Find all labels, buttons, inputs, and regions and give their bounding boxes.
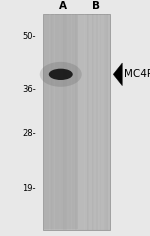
- Bar: [92, 14, 94, 230]
- Bar: [105, 14, 106, 230]
- Bar: [64, 14, 67, 230]
- Ellipse shape: [40, 62, 82, 87]
- Bar: [105, 14, 107, 230]
- Bar: [63, 14, 64, 230]
- Polygon shape: [113, 63, 122, 86]
- Bar: [106, 14, 108, 230]
- Text: MC4R: MC4R: [124, 69, 150, 79]
- Bar: [104, 14, 106, 230]
- Bar: [87, 14, 88, 230]
- Bar: [78, 15, 110, 229]
- Bar: [43, 14, 110, 230]
- Bar: [87, 14, 89, 230]
- Text: B: B: [92, 1, 100, 11]
- Bar: [53, 14, 55, 230]
- Text: 19-: 19-: [22, 184, 36, 193]
- Bar: [59, 14, 61, 230]
- Bar: [66, 14, 69, 230]
- Bar: [98, 14, 99, 230]
- Bar: [54, 14, 56, 230]
- Bar: [50, 14, 51, 230]
- Bar: [75, 14, 77, 230]
- Bar: [92, 14, 93, 230]
- Bar: [49, 14, 52, 230]
- Text: A: A: [59, 1, 67, 11]
- Bar: [49, 14, 51, 230]
- Bar: [96, 14, 98, 230]
- Ellipse shape: [49, 69, 73, 80]
- Text: 36-: 36-: [22, 85, 36, 94]
- Bar: [106, 14, 108, 230]
- Bar: [44, 15, 78, 229]
- Bar: [76, 14, 79, 230]
- Bar: [100, 14, 101, 230]
- Bar: [74, 14, 75, 230]
- Bar: [50, 14, 52, 230]
- Bar: [71, 14, 72, 230]
- Bar: [84, 14, 85, 230]
- Text: 28-: 28-: [22, 129, 36, 138]
- Bar: [54, 14, 55, 230]
- Text: 50-: 50-: [22, 32, 36, 41]
